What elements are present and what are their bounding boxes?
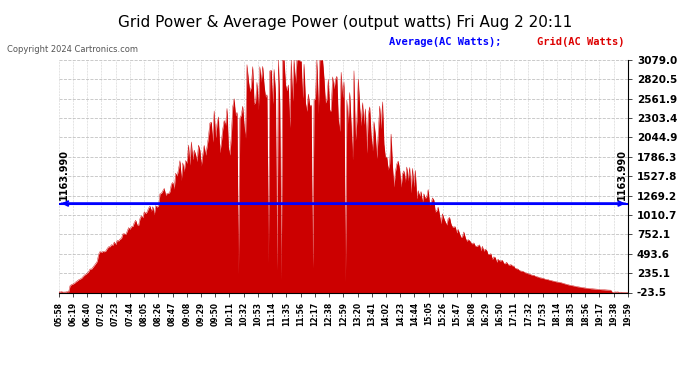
Text: Grid Power & Average Power (output watts) Fri Aug 2 20:11: Grid Power & Average Power (output watts…: [118, 15, 572, 30]
Text: 1163.990: 1163.990: [616, 149, 627, 200]
Text: 1163.990: 1163.990: [59, 149, 69, 200]
Text: Grid(AC Watts): Grid(AC Watts): [537, 37, 624, 47]
Text: Copyright 2024 Cartronics.com: Copyright 2024 Cartronics.com: [7, 45, 138, 54]
Text: Average(AC Watts);: Average(AC Watts);: [388, 37, 502, 47]
